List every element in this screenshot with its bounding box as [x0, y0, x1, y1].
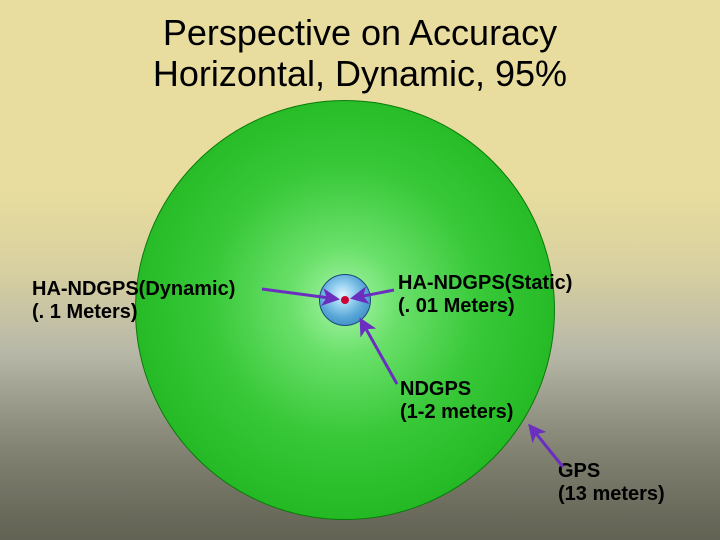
label-ndgps: NDGPS (1-2 meters) [400, 378, 513, 424]
label-gps: GPS (13 meters) [558, 460, 665, 506]
title-line1: Perspective on Accuracy [163, 12, 557, 53]
ha-ndgps-center-dot [341, 296, 349, 304]
page-title: Perspective on Accuracy Horizontal, Dyna… [0, 12, 720, 95]
label-ha-ndgps-dynamic: HA-NDGPS(Dynamic) (. 1 Meters) [32, 278, 235, 324]
label-ha-ndgps-static: HA-NDGPS(Static) (. 01 Meters) [398, 272, 572, 318]
title-line2: Horizontal, Dynamic, 95% [153, 53, 567, 94]
